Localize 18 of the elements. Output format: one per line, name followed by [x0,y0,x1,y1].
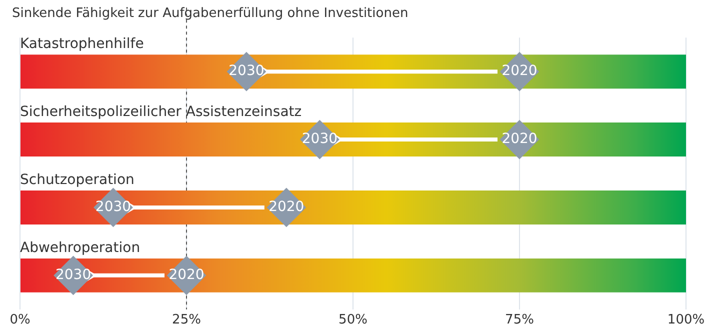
text: 2020 [168,267,204,284]
series-label: 2020 [502,63,538,80]
text: 2030 [95,199,132,216]
x-tick-label: 50% [338,312,368,328]
y-tick-label: Schutzoperation [20,172,134,188]
text: 2030 [302,131,338,148]
x-tick-label: 25% [172,312,201,328]
x-tick-label: 75% [505,312,534,328]
text: 2020 [502,131,538,148]
y-tick-label: Abwehroperation [20,240,140,256]
chart-title: Sinkende Fähigkeit zur Aufgabenerfüllung ohne Investitionen [12,6,408,22]
text: 2020 [268,199,304,216]
y-tick-label: Katastrophenhilfe [20,36,144,52]
series-label: 2030 [55,267,92,284]
x-tick-label: 0% [10,312,30,328]
text: 2030 [228,63,264,80]
x-tick-label: 100% [667,312,705,328]
y-tick-label: Sicherheitspolizeilicher Assistenzeinsatz [20,104,302,120]
